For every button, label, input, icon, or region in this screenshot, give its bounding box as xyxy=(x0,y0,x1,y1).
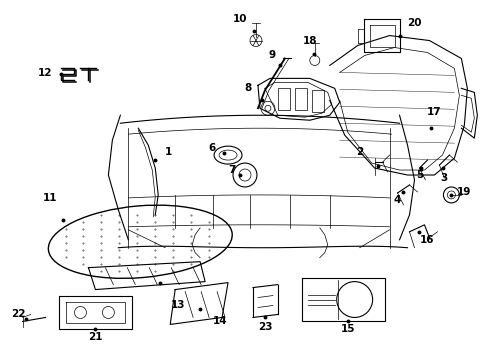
Text: 15: 15 xyxy=(340,325,354,335)
Text: 13: 13 xyxy=(170,300,185,310)
Text: 9: 9 xyxy=(268,50,275,60)
Text: 19: 19 xyxy=(456,187,470,197)
Text: 18: 18 xyxy=(302,36,317,46)
Bar xyxy=(294,88,306,110)
Bar xyxy=(311,90,323,112)
Text: 1: 1 xyxy=(164,147,171,157)
Text: 5: 5 xyxy=(415,170,422,180)
Text: 8: 8 xyxy=(244,83,251,93)
Bar xyxy=(277,88,289,110)
Text: 22: 22 xyxy=(11,310,26,320)
Text: 12: 12 xyxy=(37,69,52,79)
Text: 10: 10 xyxy=(232,14,247,24)
Text: 17: 17 xyxy=(426,107,441,117)
Text: 7: 7 xyxy=(228,165,235,175)
Text: 14: 14 xyxy=(212,316,227,326)
Text: 2: 2 xyxy=(355,147,363,157)
Text: 4: 4 xyxy=(393,195,400,205)
Text: 20: 20 xyxy=(407,17,421,27)
Text: 3: 3 xyxy=(440,173,447,183)
Text: 6: 6 xyxy=(208,143,215,153)
Text: 21: 21 xyxy=(88,332,103,342)
Text: 16: 16 xyxy=(419,235,434,245)
Text: 23: 23 xyxy=(257,322,272,332)
Text: 11: 11 xyxy=(43,193,58,203)
